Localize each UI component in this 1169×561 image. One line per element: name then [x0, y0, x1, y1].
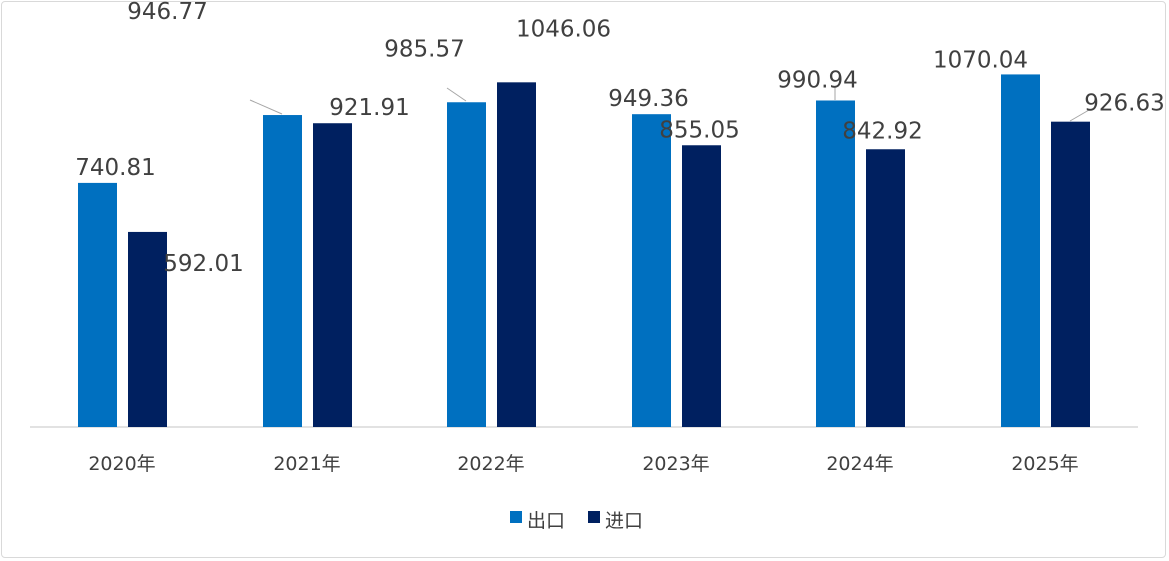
- legend-label: 进口: [605, 510, 643, 532]
- legend-swatch: [588, 511, 600, 523]
- data-label: 592.01: [163, 251, 243, 277]
- x-tick-label: 2020年: [88, 453, 155, 475]
- data-label: 946.77: [127, 0, 207, 25]
- bar-出口-2022年: [447, 102, 486, 427]
- legend: 出口 进口: [510, 510, 643, 532]
- data-label: 985.57: [384, 36, 464, 62]
- x-tick-label: 2023年: [642, 453, 709, 475]
- bar-出口-2024年: [816, 100, 855, 428]
- x-tick-label: 2022年: [457, 453, 524, 475]
- data-label: 949.36: [608, 86, 688, 112]
- data-label: 1070.04: [933, 47, 1028, 73]
- bar-进口-2025年: [1051, 121, 1090, 427]
- x-tick-label: 2024年: [826, 453, 893, 475]
- leader-line: [249, 99, 283, 115]
- leader-line: [446, 87, 467, 102]
- data-label: 1046.06: [516, 16, 611, 42]
- data-label: 990.94: [777, 67, 857, 93]
- legend-label: 出口: [527, 510, 565, 532]
- bar-进口-2022年: [497, 82, 536, 427]
- leader-line: [1069, 109, 1090, 122]
- bar-进口-2024年: [866, 149, 905, 427]
- data-label: 842.92: [842, 118, 922, 144]
- bar-出口-2021年: [263, 115, 302, 428]
- bar-出口-2025年: [1001, 74, 1040, 428]
- bar-出口-2023年: [632, 114, 671, 427]
- data-label: 926.63: [1084, 91, 1164, 117]
- legend-swatch: [510, 511, 522, 523]
- data-label: 921.91: [329, 95, 409, 121]
- bar-出口-2020年: [78, 182, 117, 427]
- x-tick-label: 2025年: [1011, 453, 1078, 475]
- data-label: 740.81: [75, 155, 155, 181]
- bar-进口-2020年: [128, 231, 167, 427]
- data-label: 855.05: [659, 117, 739, 143]
- bar-进口-2021年: [313, 123, 352, 427]
- x-tick-label: 2021年: [273, 453, 340, 475]
- bar-进口-2023年: [682, 145, 721, 427]
